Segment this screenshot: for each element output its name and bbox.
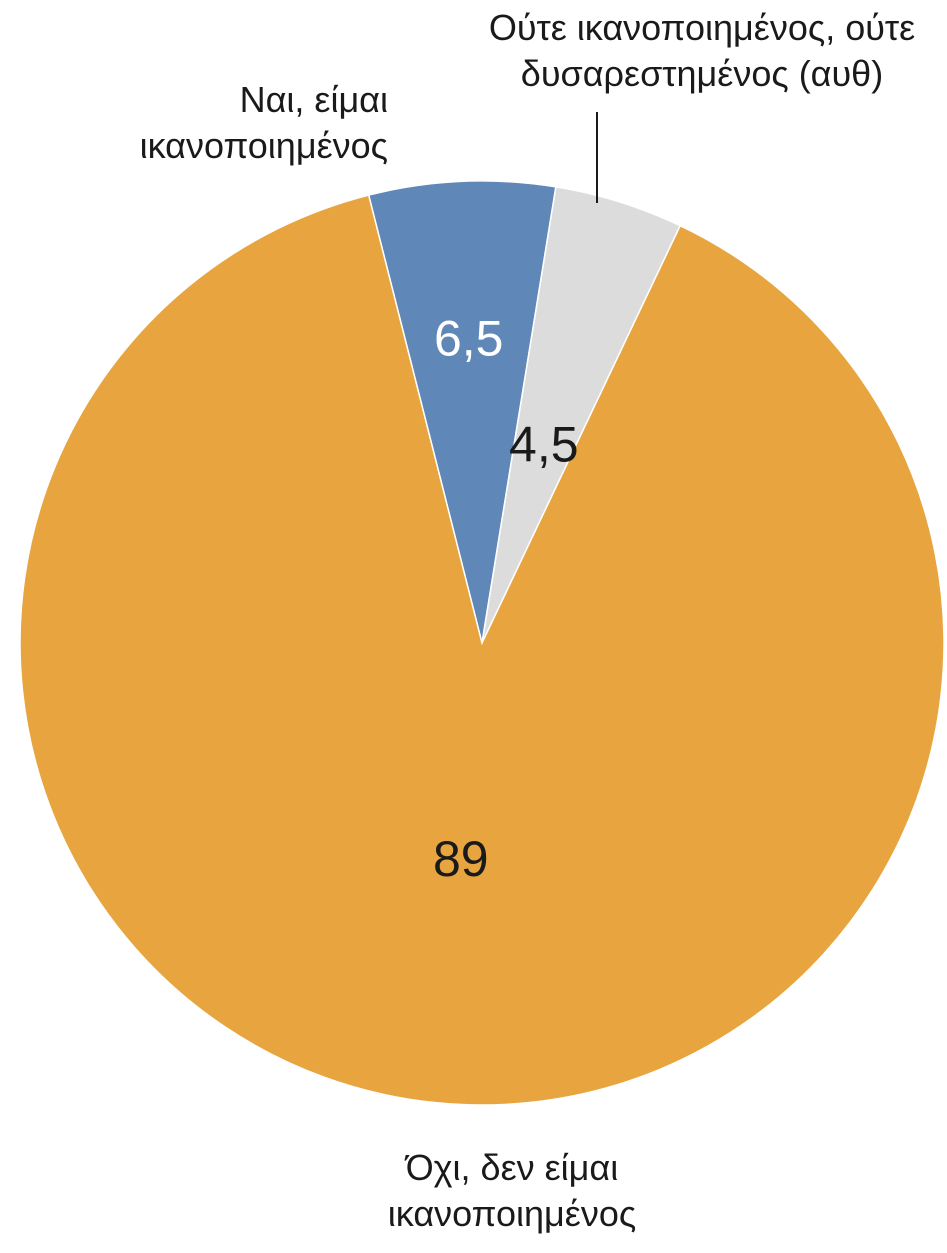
value-label-1: 6,5 xyxy=(434,310,504,366)
category-label-1: Ναι, είμαι ικανοποιημένος xyxy=(140,79,388,166)
value-label-2: 4,5 xyxy=(509,417,579,473)
pie-slices xyxy=(19,180,945,1106)
category-label-3: Όχι, δεν είμαι ικανοποιημένος xyxy=(388,1147,636,1234)
category-label-2: Ούτε ικανοποιημένος, ούτε δυσαρεστημένος … xyxy=(489,7,915,94)
pie-slice-1 xyxy=(367,180,557,644)
category-labels: Ναι, είμαι ικανοποιημένος Ούτε ικανοποιημέ… xyxy=(140,7,916,1234)
value-labels: 6,54,5 89 xyxy=(433,310,579,887)
value-label-3: 89 xyxy=(433,831,489,887)
pie-slice-3 xyxy=(19,194,945,1106)
